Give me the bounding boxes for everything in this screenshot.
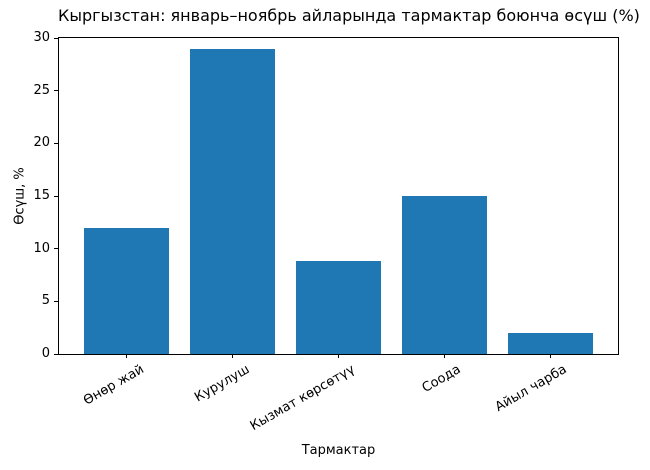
y-tick-mark <box>54 37 58 39</box>
x-tick-label: Өнөр жай <box>80 362 147 409</box>
x-tick-label: Айыл чарба <box>493 362 570 415</box>
x-tick-label: Соода <box>420 362 464 396</box>
x-tick-mark <box>232 354 234 358</box>
y-tick-mark <box>54 353 58 355</box>
y-tick-label: 25 <box>33 82 50 98</box>
y-tick-label: 15 <box>33 188 50 203</box>
y-tick-mark <box>54 142 58 144</box>
y-tick-mark <box>54 195 58 197</box>
x-tick-mark <box>549 354 551 358</box>
y-tick-mark <box>54 90 58 92</box>
bar-5 <box>507 332 593 354</box>
bar-2 <box>190 48 275 354</box>
chart-title: Кыргызстан: январь–ноябрь айларында тарм… <box>58 6 640 25</box>
bar-3 <box>296 261 381 354</box>
x-tick-mark <box>126 354 128 358</box>
x-tick-label: Курулуш <box>192 362 253 406</box>
y-tick-label: 30 <box>33 30 50 45</box>
y-tick-label: 0 <box>41 346 50 361</box>
y-tick-label: 5 <box>41 293 50 309</box>
x-tick-mark <box>338 354 339 358</box>
y-tick-mark <box>54 300 58 302</box>
x-tick-label: Кызмат көрсөтүү <box>248 362 358 434</box>
y-axis-label: Өсүш, % <box>12 167 28 225</box>
y-tick-label: 10 <box>33 240 50 256</box>
y-tick-mark <box>54 248 58 250</box>
x-axis-label: Тармактар <box>301 443 376 458</box>
x-tick-mark <box>443 354 445 358</box>
bar-4 <box>402 196 487 354</box>
plot-area: Өнөр жай Курулуш Кызмат көрсөтүү Соода Айыл … <box>33 30 619 434</box>
y-tick-label: 20 <box>33 135 50 151</box>
bar-1 <box>84 227 170 354</box>
